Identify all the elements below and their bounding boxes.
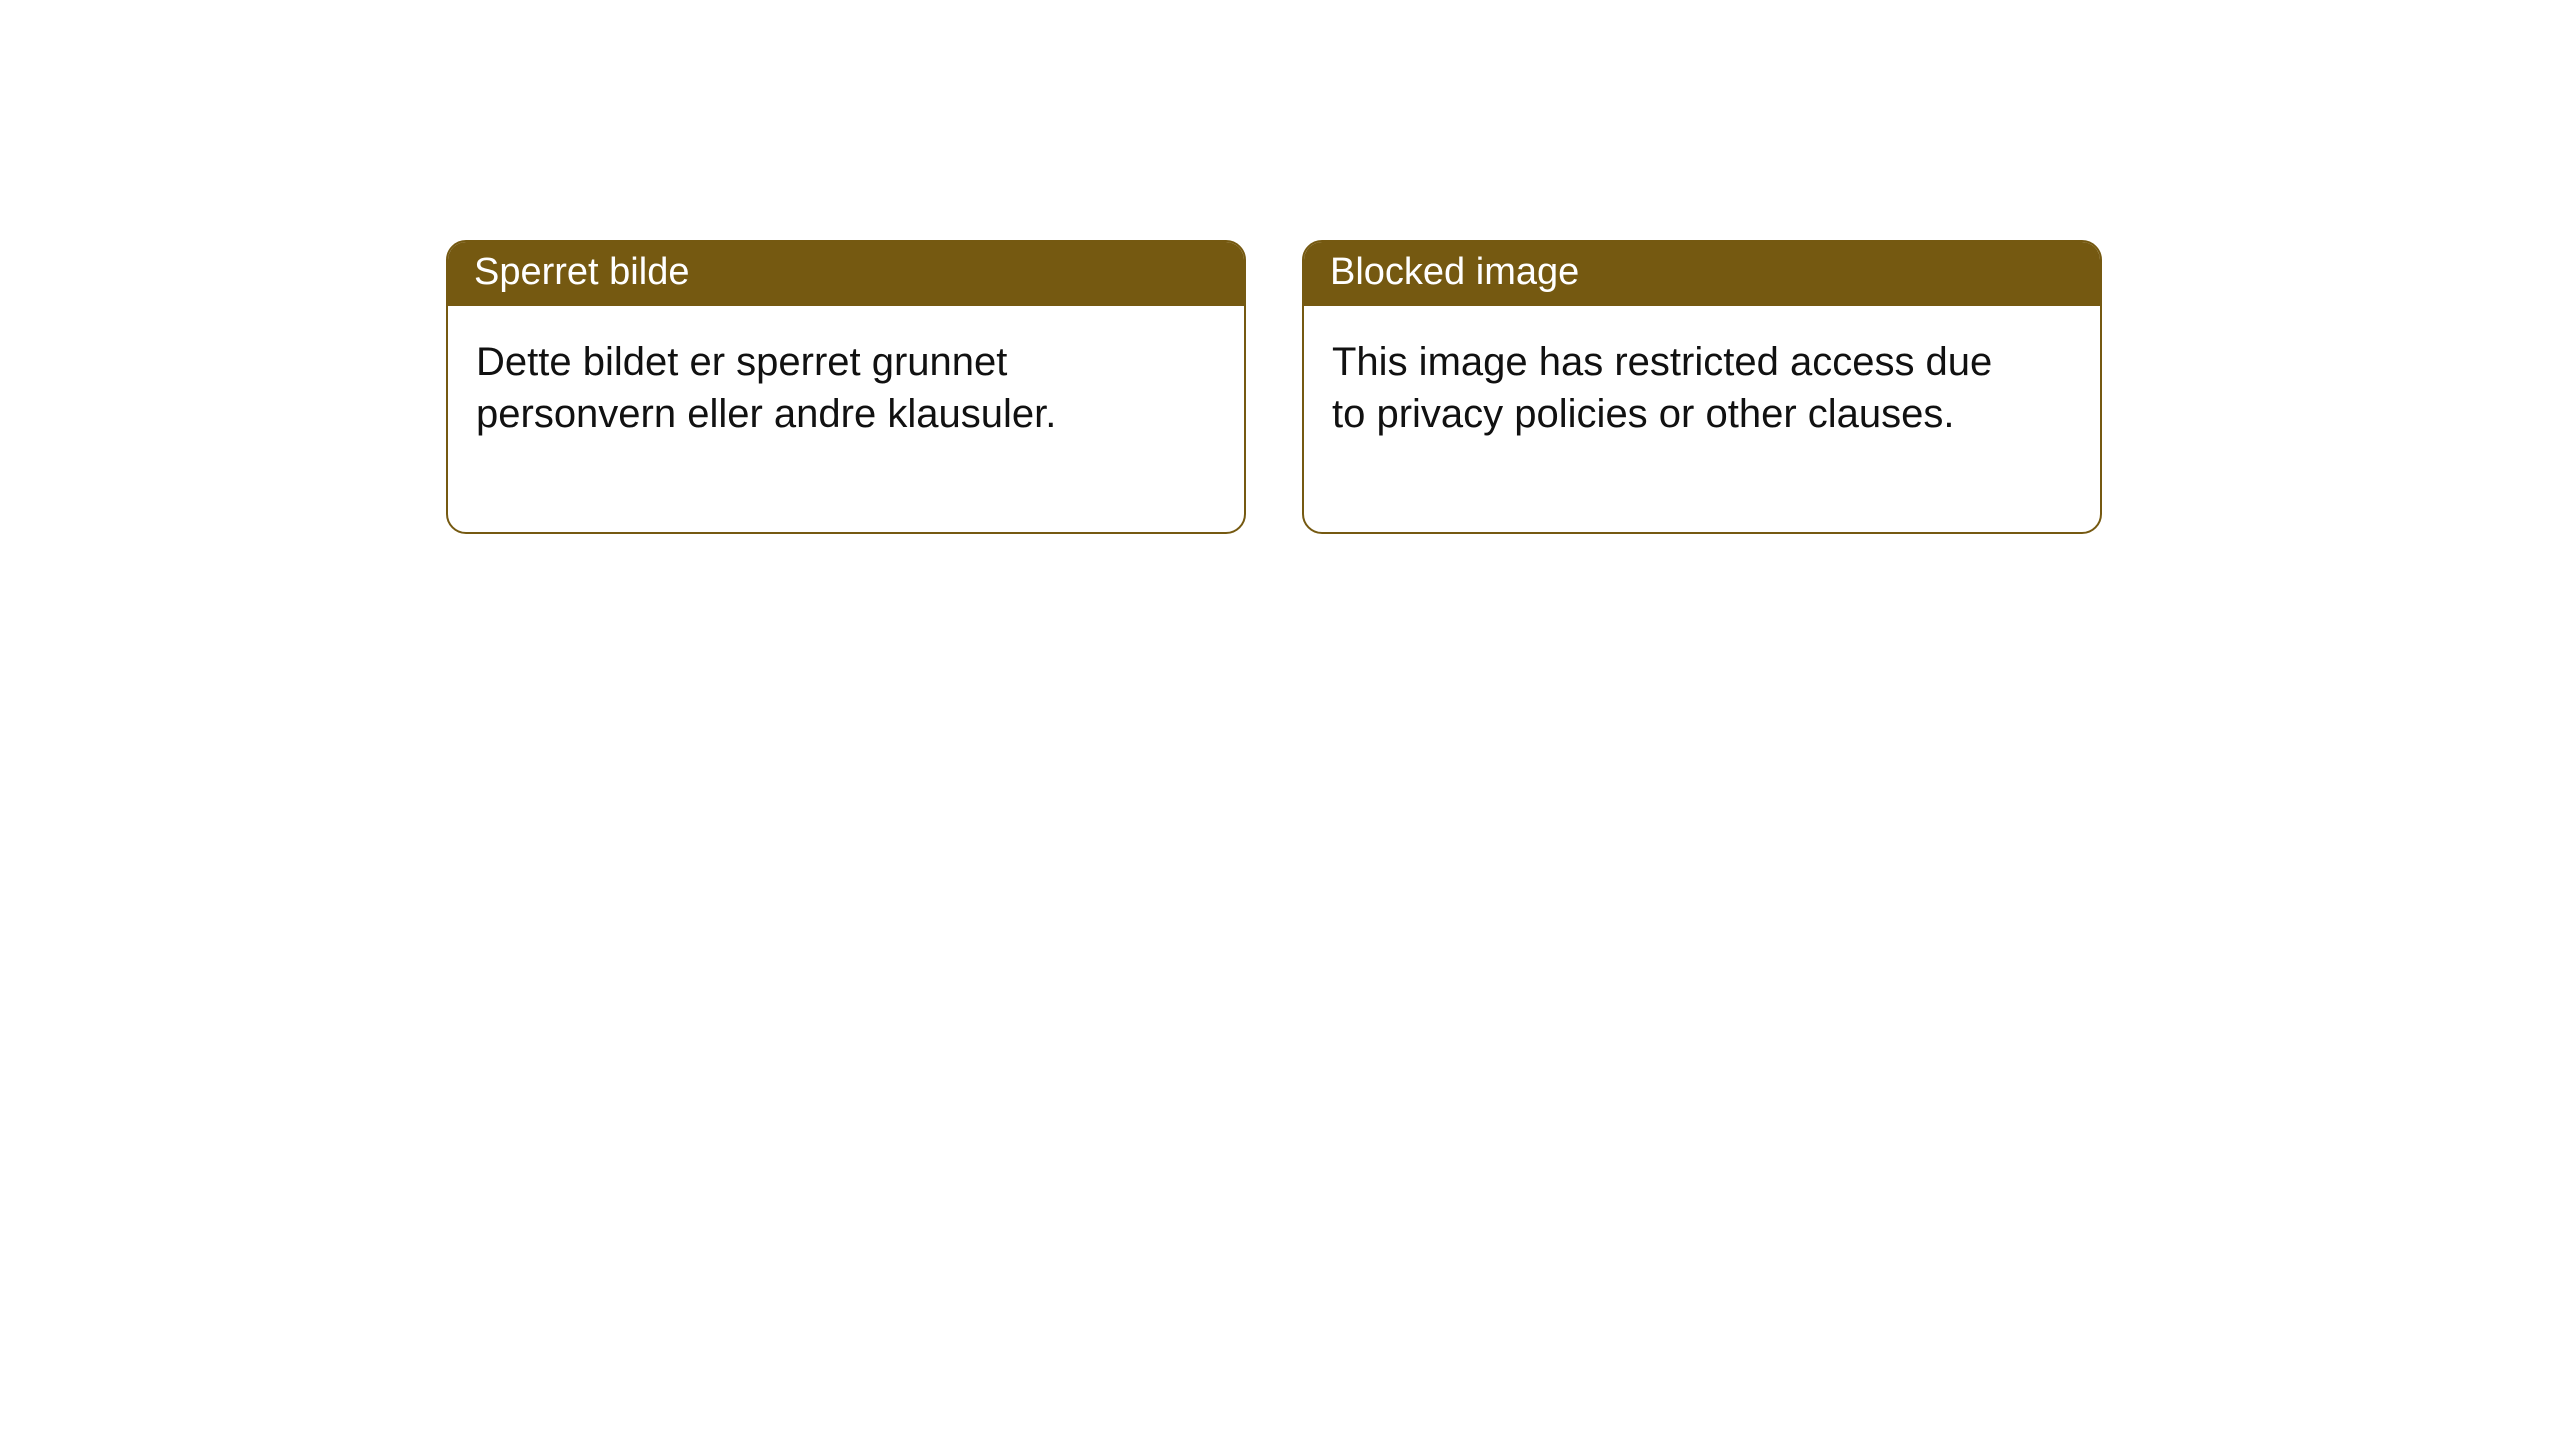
blocked-image-notice-container: Sperret bilde Dette bildet er sperret gr…	[446, 240, 2102, 534]
notice-card-english: Blocked image This image has restricted …	[1302, 240, 2102, 534]
notice-card-norwegian: Sperret bilde Dette bildet er sperret gr…	[446, 240, 1246, 534]
notice-body-norwegian: Dette bildet er sperret grunnet personve…	[448, 306, 1184, 532]
notice-header-english: Blocked image	[1304, 242, 2100, 306]
notice-body-english: This image has restricted access due to …	[1304, 306, 2040, 532]
notice-header-norwegian: Sperret bilde	[448, 242, 1244, 306]
